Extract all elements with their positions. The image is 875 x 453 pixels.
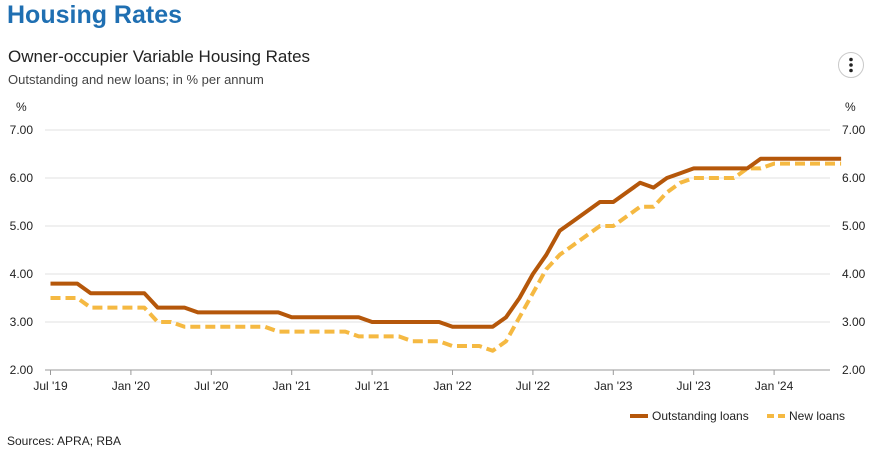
chart-menu-button[interactable] [838, 52, 864, 78]
y-tick-label-right: 4.00 [842, 267, 866, 281]
y-tick-label-left: 7.00 [10, 123, 34, 137]
y-unit-label-right: % [845, 100, 856, 114]
x-tick-label: Jul '21 [355, 379, 390, 393]
y-tick-label-left: 6.00 [10, 171, 34, 185]
more-vertical-icon [849, 57, 853, 73]
y-tick-label-left: 3.00 [10, 315, 34, 329]
x-tick-label: Jan '23 [594, 379, 633, 393]
y-tick-label-left: 4.00 [10, 267, 34, 281]
y-tick-label-left: 5.00 [10, 219, 34, 233]
x-tick-label: Jan '24 [755, 379, 794, 393]
x-tick-label: Jul '20 [194, 379, 229, 393]
x-tick-label: Jul '23 [677, 379, 712, 393]
y-tick-label-right: 3.00 [842, 315, 866, 329]
page-heading: Housing Rates [7, 1, 183, 29]
x-tick-label: Jan '20 [112, 379, 151, 393]
chart-subtitle: Outstanding and new loans; in % per annu… [8, 72, 264, 87]
y-tick-label-right: 6.00 [842, 171, 866, 185]
series-line-outstanding-loans [50, 156, 842, 329]
chart-title: Owner-occupier Variable Housing Rates [8, 47, 311, 66]
y-tick-label-left: 2.00 [10, 363, 34, 377]
x-tick-label: Jul '22 [516, 379, 551, 393]
legend-label-new-loans: New loans [789, 409, 845, 423]
y-tick-label-right: 5.00 [842, 219, 866, 233]
x-tick-label: Jan '22 [433, 379, 472, 393]
x-tick-label: Jul '19 [33, 379, 68, 393]
source-note: Sources: APRA; RBA [7, 434, 122, 448]
series-line-new-loans [50, 161, 842, 353]
x-tick-label: Jan '21 [273, 379, 312, 393]
legend-label-outstanding-loans: Outstanding loans [652, 409, 749, 423]
y-tick-label-right: 7.00 [842, 123, 866, 137]
y-tick-label-right: 2.00 [842, 363, 866, 377]
y-unit-label-left: % [16, 100, 27, 114]
